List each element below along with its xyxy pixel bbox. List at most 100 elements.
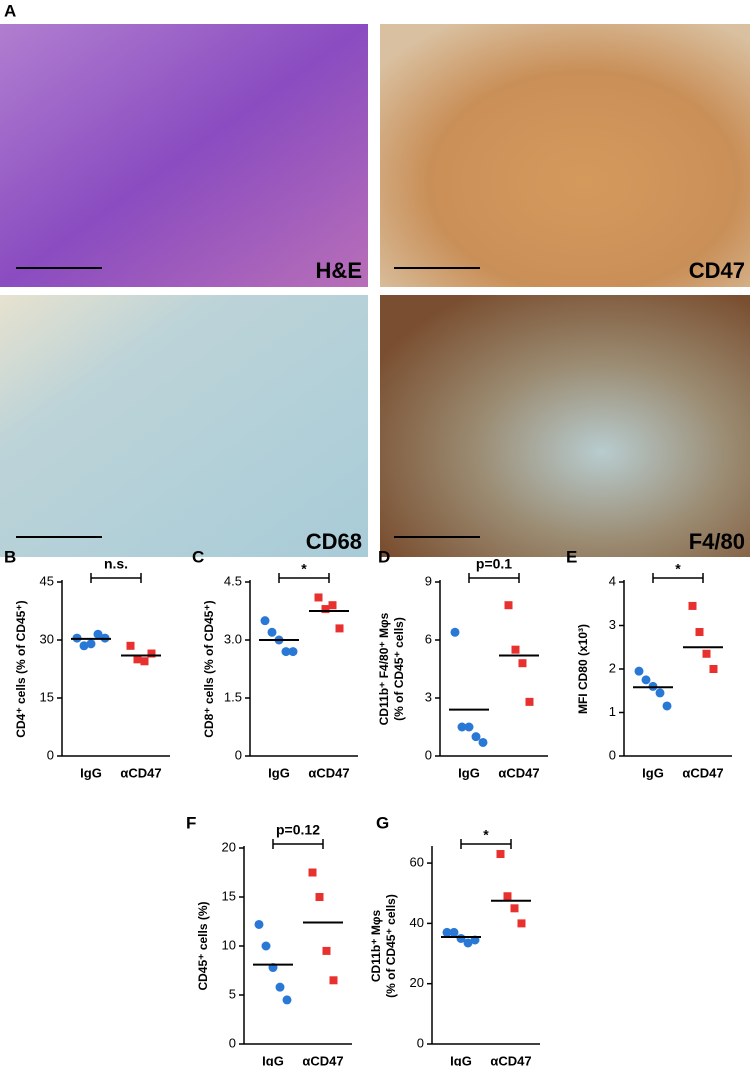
x-tick-label: IgG (642, 765, 664, 780)
data-point (449, 927, 459, 937)
y-tick-label: 6 (425, 631, 432, 646)
significance-label: n.s. (104, 556, 128, 572)
y-axis-label: MFI CD80 (x10³) (576, 624, 590, 714)
y-axis-label: (% of CD45⁺ cells) (384, 894, 398, 998)
data-point (634, 666, 644, 676)
y-tick-label: 2 (609, 660, 616, 675)
significance-label: p=0.12 (276, 822, 320, 838)
significance-label: * (675, 561, 681, 577)
y-tick-label: 4.5 (224, 573, 242, 588)
x-tick-label: αCD47 (682, 765, 723, 780)
data-point (126, 641, 135, 650)
data-point (641, 675, 651, 685)
data-point (329, 976, 338, 985)
data-point (702, 649, 711, 658)
data-point (510, 904, 519, 913)
data-point (261, 941, 271, 951)
y-tick-label: 4 (609, 573, 616, 588)
data-point (281, 647, 291, 657)
data-point (442, 927, 452, 937)
data-point (655, 688, 665, 698)
panel-label: A (4, 1, 16, 20)
x-tick-label: αCD47 (302, 1053, 343, 1066)
data-point (315, 893, 324, 901)
data-point (314, 593, 323, 602)
data-point (511, 645, 520, 654)
data-point (321, 605, 330, 614)
y-tick-label: 45 (40, 573, 54, 588)
x-tick-label: αCD47 (308, 765, 349, 780)
y-tick-label: 20 (410, 975, 424, 990)
data-point (93, 629, 103, 639)
y-tick-label: 0 (609, 747, 616, 762)
y-tick-label: 10 (222, 937, 236, 952)
histology-image (0, 295, 368, 557)
x-tick-label: IgG (262, 1053, 284, 1066)
x-tick-label: IgG (268, 765, 290, 780)
x-tick-label: αCD47 (490, 1053, 531, 1066)
y-axis-label: CD45⁺ cells (%) (196, 901, 210, 990)
significance-label: * (301, 561, 307, 577)
data-point (450, 627, 460, 637)
y-tick-label: 0 (47, 747, 54, 762)
significance-label: p=0.1 (476, 556, 512, 572)
image-label: H&E (316, 258, 362, 283)
significance-label: * (483, 827, 489, 843)
data-point (288, 647, 298, 657)
panel-label: G (376, 813, 389, 832)
data-point (471, 732, 481, 742)
panel-label: B (4, 547, 16, 566)
y-tick-label: 9 (425, 573, 432, 588)
y-tick-label: 0 (235, 747, 242, 762)
data-point (254, 919, 264, 929)
data-point (695, 628, 704, 637)
data-point (503, 892, 512, 901)
data-point (662, 701, 672, 711)
y-axis-label: CD11b⁺ F4/80⁺ Mφs (377, 612, 391, 725)
y-tick-label: 3 (609, 617, 616, 632)
data-point (140, 657, 149, 666)
data-point (267, 627, 277, 637)
data-point (504, 601, 513, 610)
histology-image (380, 24, 750, 287)
data-point (525, 697, 534, 706)
y-tick-label: 1.5 (224, 689, 242, 704)
y-tick-label: 15 (222, 888, 236, 903)
data-point (496, 850, 505, 859)
data-point (275, 982, 285, 992)
panel-label: D (378, 547, 390, 566)
y-tick-label: 1 (609, 704, 616, 719)
y-tick-label: 5 (229, 986, 236, 1001)
data-point (518, 659, 527, 668)
image-label: CD47 (689, 258, 745, 283)
y-tick-label: 0 (425, 747, 432, 762)
data-point (464, 722, 474, 732)
y-tick-label: 30 (40, 631, 54, 646)
data-point (709, 665, 718, 673)
y-tick-label: 60 (410, 855, 424, 870)
x-tick-label: IgG (450, 1053, 472, 1066)
y-axis-label: CD8⁺ cells (% of CD45⁺) (202, 600, 216, 737)
data-point (322, 946, 331, 955)
data-point (133, 655, 142, 664)
data-point (478, 737, 488, 747)
image-label: F4/80 (689, 529, 745, 554)
data-point (79, 641, 89, 651)
histology-image (0, 24, 368, 287)
data-point (463, 938, 473, 948)
data-point (308, 868, 317, 877)
x-tick-label: αCD47 (498, 765, 539, 780)
data-point (260, 616, 270, 626)
data-point (282, 995, 292, 1005)
data-point (86, 639, 96, 649)
y-tick-label: 3 (425, 689, 432, 704)
x-tick-label: IgG (80, 765, 102, 780)
histology-image (380, 295, 750, 557)
y-tick-label: 0 (417, 1035, 424, 1050)
data-point (335, 624, 344, 633)
panel-label: F (186, 813, 196, 832)
data-point (457, 722, 467, 732)
data-point (517, 919, 526, 928)
